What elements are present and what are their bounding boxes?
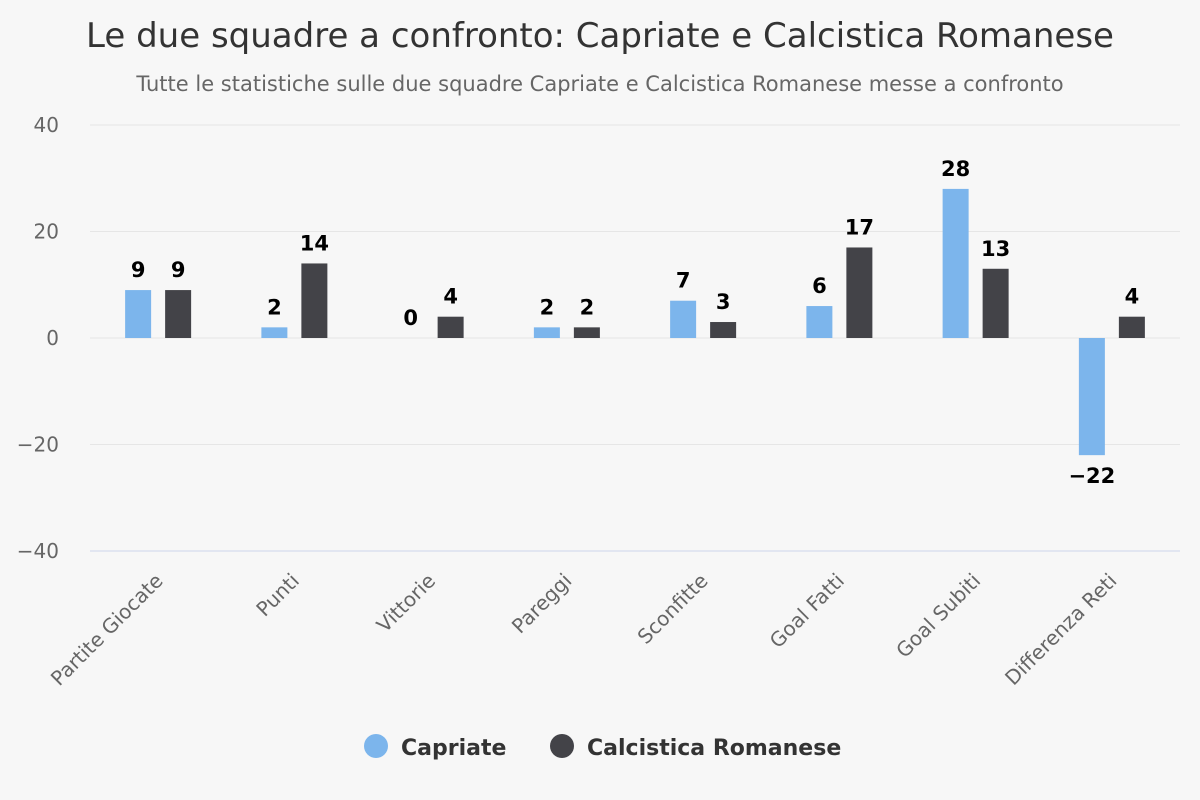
y-tick-label: −40 <box>17 539 59 563</box>
data-label: 17 <box>845 215 874 239</box>
bar-capriate[interactable] <box>942 188 969 338</box>
grid-lines <box>90 124 1180 552</box>
data-label: 2 <box>580 295 595 319</box>
x-tick-label: Sconfitte <box>633 569 713 649</box>
chart-subtitle: Tutte le statistiche sulle due squadre C… <box>135 72 1063 96</box>
data-label: 3 <box>716 290 731 314</box>
bar-calcistica-romanese[interactable] <box>573 327 600 338</box>
x-tick-label: Vittorie <box>372 569 440 637</box>
bar-capriate[interactable] <box>670 300 697 338</box>
legend-item-calcistica-romanese[interactable]: Calcistica Romanese <box>550 734 841 761</box>
legend-label: Capriate <box>401 736 506 761</box>
bar-calcistica-romanese[interactable] <box>982 268 1009 338</box>
bars <box>125 188 1145 456</box>
y-tick-label: −20 <box>17 433 59 457</box>
data-label: 4 <box>443 285 458 309</box>
data-label: −22 <box>1068 464 1115 488</box>
data-label: 28 <box>941 157 970 181</box>
x-tick-label: Pareggi <box>507 569 577 639</box>
data-labels: 9 2 0 2 7 6 28 −22 9 14 4 2 3 17 13 4 <box>131 157 1139 488</box>
y-tick-label: 40 <box>34 113 59 137</box>
data-label: 9 <box>131 258 146 282</box>
data-label: 9 <box>171 258 186 282</box>
data-label: 7 <box>676 269 691 293</box>
data-label: 2 <box>540 295 555 319</box>
data-label: 6 <box>812 274 827 298</box>
legend-label: Calcistica Romanese <box>587 736 841 761</box>
bar-calcistica-romanese[interactable] <box>165 290 192 338</box>
bar-calcistica-romanese[interactable] <box>1118 316 1145 338</box>
chart-title: Le due squadre a confronto: Capriate e C… <box>86 16 1114 56</box>
legend-marker <box>550 734 574 758</box>
x-tick-label: Partite Giocate <box>46 569 168 691</box>
bar-capriate[interactable] <box>533 327 560 338</box>
data-label: 4 <box>1125 285 1140 309</box>
data-label: 0 <box>403 306 418 330</box>
legend[interactable]: Capriate Calcistica Romanese <box>364 734 841 761</box>
y-axis-ticks: 40 20 0 −20 −40 <box>17 113 59 563</box>
bar-calcistica-romanese[interactable] <box>301 263 328 338</box>
bar-capriate[interactable] <box>1078 338 1105 456</box>
bar-calcistica-romanese[interactable] <box>846 247 873 338</box>
legend-item-capriate[interactable]: Capriate <box>364 734 506 761</box>
bar-calcistica-romanese[interactable] <box>710 322 737 338</box>
legend-marker <box>364 734 388 758</box>
x-axis-ticks: Partite Giocate Punti Vittorie Pareggi Sconf… <box>46 569 1122 691</box>
data-label: 14 <box>300 231 329 255</box>
bar-capriate[interactable] <box>806 306 833 338</box>
x-tick-label: Goal Subiti <box>891 569 985 663</box>
x-tick-label: Goal Fatti <box>765 569 849 653</box>
x-tick-label: Punti <box>251 569 304 622</box>
bar-calcistica-romanese[interactable] <box>437 316 464 338</box>
y-tick-label: 0 <box>46 326 59 350</box>
y-tick-label: 20 <box>34 220 59 244</box>
bar-capriate[interactable] <box>261 327 288 338</box>
x-tick-label: Differenza Reti <box>1000 569 1121 690</box>
bar-capriate[interactable] <box>125 290 152 338</box>
data-label: 2 <box>267 295 282 319</box>
data-label: 13 <box>981 237 1010 261</box>
